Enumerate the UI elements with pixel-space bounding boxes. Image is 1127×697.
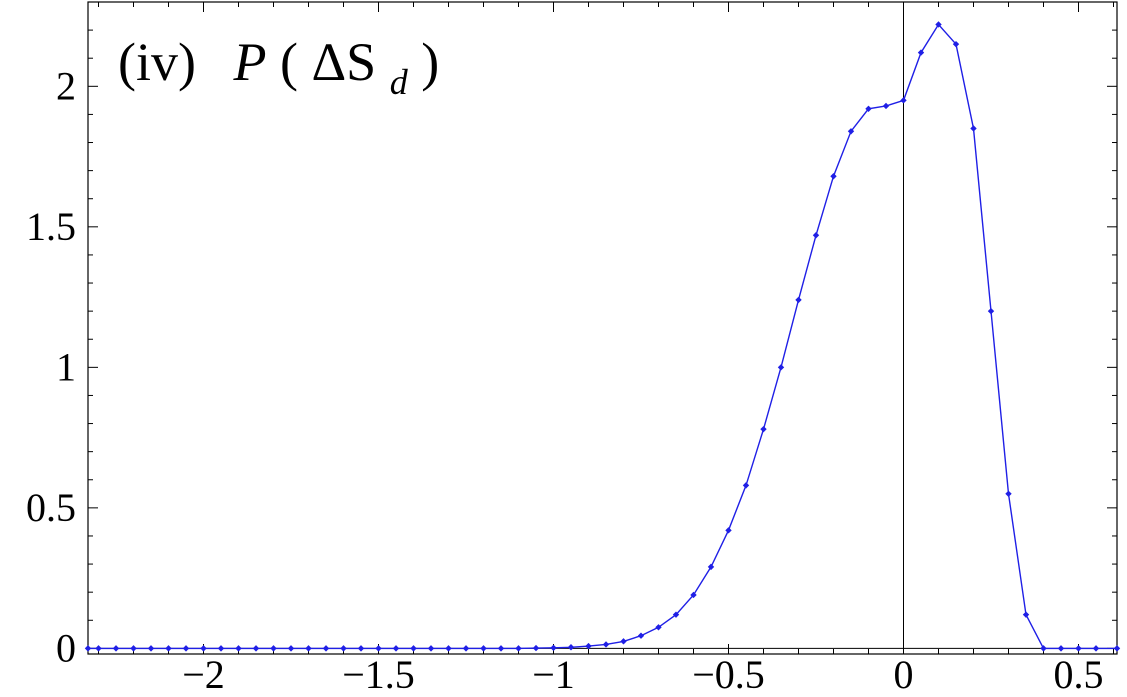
data-point [95,645,102,652]
data-point [970,125,977,132]
title-open-paren: ( [280,32,298,92]
title-panel-label: (iv) [118,32,196,92]
data-point [287,645,295,652]
data-point [847,128,855,135]
y-tick-label: 1.5 [26,204,76,249]
data-point [952,40,960,48]
data-point [130,645,137,652]
data-point [1022,611,1030,618]
data-point [427,645,435,652]
data-point [830,173,837,180]
data-point [760,425,767,433]
data-point [672,611,680,618]
axes-layer [88,2,1117,654]
data-point [84,645,92,652]
x-tick-label: −2 [182,652,225,697]
data-point [340,645,347,652]
data-point [777,364,785,371]
y-tick-label: 0 [56,625,76,670]
data-point [182,645,190,652]
data-point [935,21,942,28]
data-point [147,645,155,652]
data-point [462,645,470,652]
data-point [1075,645,1082,652]
title-delta-s: ΔS [311,32,376,92]
data-point [532,644,540,652]
data-point [865,105,872,112]
plot-frame [87,1,1118,655]
data-point [270,645,277,652]
data-point [620,638,627,645]
data-point [1092,645,1100,652]
data-point [497,645,505,652]
series-line [88,23,1117,650]
data-point [987,307,995,315]
data-point [357,645,365,652]
data-point [445,645,452,652]
y-tick-label: 2 [56,63,76,108]
data-point [900,97,907,104]
data-point [1057,645,1065,652]
data-point [550,644,557,652]
y-tick-label: 0.5 [26,485,76,530]
title-subscript: d [390,62,409,102]
data-point [305,645,312,652]
data-point [1005,490,1012,498]
data-point [742,482,750,489]
data-point [217,645,225,652]
x-tick-label: 0 [894,652,914,697]
data-point [602,641,610,648]
title-close-paren: ) [421,32,439,92]
data-point [917,49,925,56]
y-tick-label: 1 [56,344,76,389]
data-point [392,645,400,652]
x-tick-label: −0.5 [692,652,765,697]
data-point [707,563,715,571]
data-point [252,645,260,652]
data-point [1040,645,1047,652]
data-point [235,645,242,652]
data-point [112,645,120,652]
data-point [165,645,172,652]
data-point [690,591,697,599]
data-point [795,296,802,304]
data-point [515,645,522,652]
chart-title: (iv) P ( ΔS d ) [118,32,439,106]
data-point [480,645,487,652]
data-point [882,102,890,110]
data-point [655,624,662,631]
data-point [812,232,820,239]
data-point [200,645,207,652]
x-tick-label: 0.5 [1054,652,1104,697]
data-point [725,527,732,534]
x-tick-label: −1 [532,652,575,697]
labels-layer: −2 −1.5 −1 −0.5 0 0.5 0 0.5 1 1.5 2 [26,63,1104,697]
data-point [410,645,417,652]
data-point [567,644,575,651]
ticks-layer [88,1,1117,654]
data-point [637,632,645,639]
title-function: P [232,32,266,92]
series-layer [84,21,1121,652]
data-point [375,645,382,652]
x-tick-label: −1.5 [342,652,415,697]
data-point [322,645,330,652]
data-point [585,642,592,650]
data-point [1113,645,1121,652]
